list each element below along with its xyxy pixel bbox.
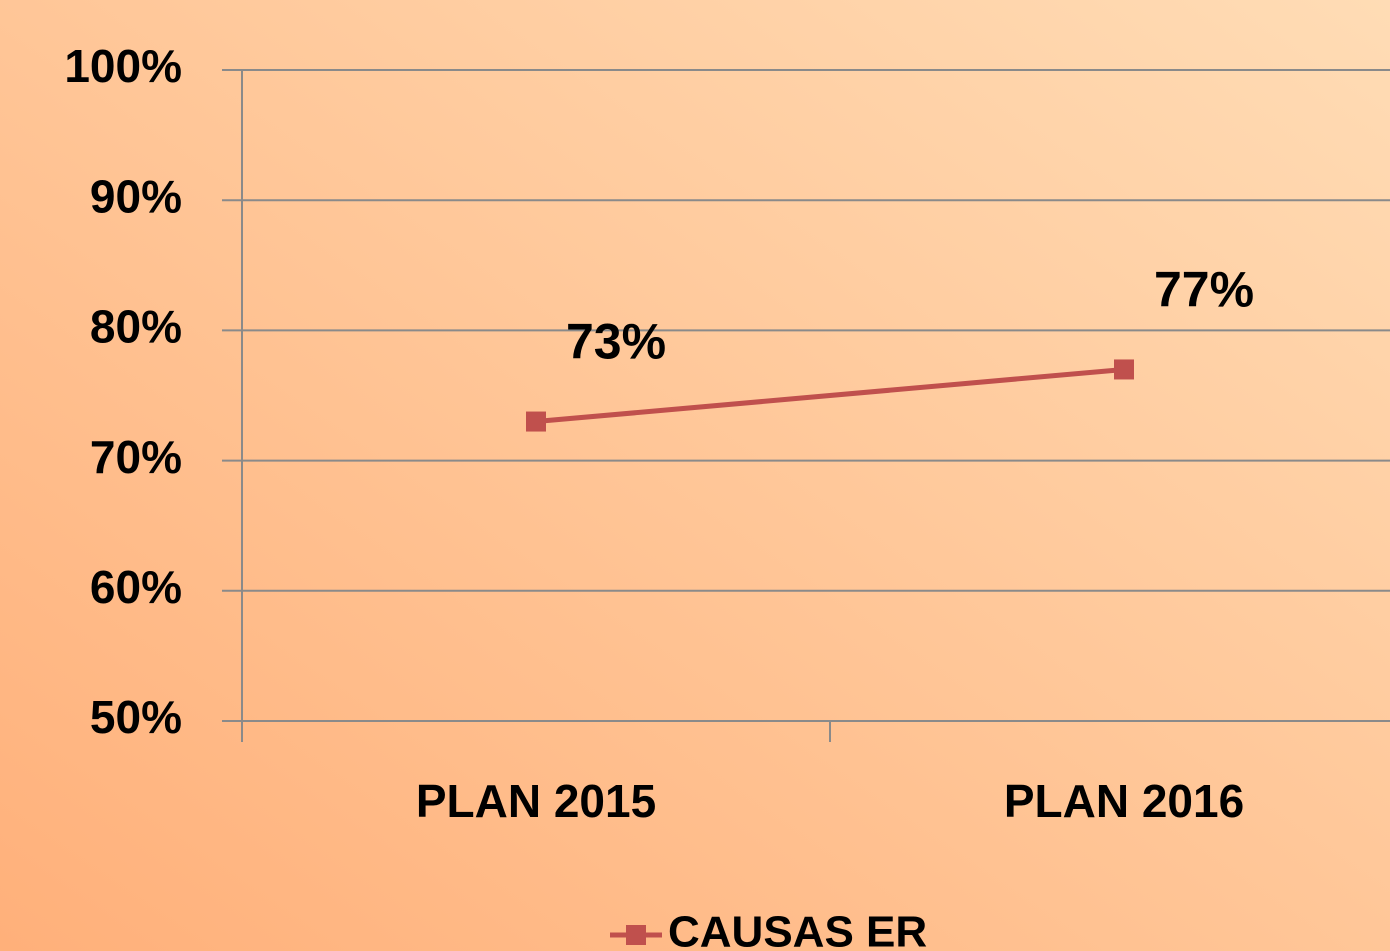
y-tick-label: 60% <box>90 561 182 613</box>
x-tick-label: PLAN 2016 <box>1004 775 1244 827</box>
legend-marker <box>626 925 646 945</box>
y-tick-label: 50% <box>90 691 182 743</box>
y-tick-label: 80% <box>90 301 182 353</box>
y-tick-label: 70% <box>90 431 182 483</box>
x-tick-label: PLAN 2015 <box>416 775 656 827</box>
series-line <box>535 366 1125 425</box>
data-label: 73% <box>566 314 666 370</box>
data-point <box>1114 359 1134 380</box>
legend-label: CAUSAS ER <box>668 908 927 951</box>
y-tick-label: 90% <box>90 170 182 222</box>
y-tick-label: 100% <box>64 40 182 92</box>
data-label: 77% <box>1154 262 1254 318</box>
data-point <box>526 411 546 432</box>
